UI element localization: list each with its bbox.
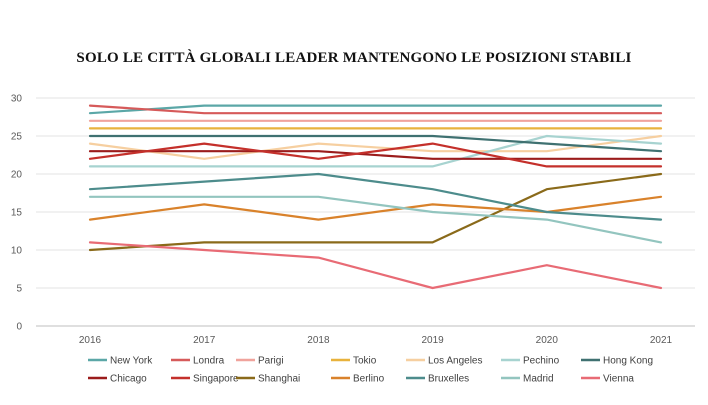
y-tick-label: 0	[16, 322, 22, 333]
x-tick-label: 2017	[193, 335, 216, 346]
x-tick-label: 2016	[79, 335, 102, 346]
series-line-chicago	[88, 150, 663, 160]
legend-label-chicago: Chicago	[110, 374, 147, 385]
series-line-los-angeles	[88, 134, 663, 160]
legend-label-pechino: Pechino	[523, 356, 560, 367]
legend-label-hong-kong: Hong Kong	[603, 356, 653, 367]
legend-label-vienna: Vienna	[603, 374, 634, 385]
series-line-shanghai	[88, 172, 663, 252]
series-line-vienna	[88, 241, 663, 290]
legend-label-singapore: Singapore	[193, 374, 239, 385]
y-tick-label: 30	[11, 94, 23, 105]
series-line-londra	[88, 104, 663, 115]
legend-label-shanghai: Shanghai	[258, 374, 300, 385]
x-tick-label: 2018	[307, 335, 330, 346]
legend-label-bruxelles: Bruxelles	[428, 374, 469, 385]
legend-label-madrid: Madrid	[523, 374, 554, 385]
series-line-madrid	[88, 195, 663, 244]
x-tick-label: 2019	[421, 335, 444, 346]
series-line-bruxelles	[88, 172, 663, 221]
series-line-hong-kong	[88, 134, 663, 153]
chart-title: SOLO LE CITTÀ GLOBALI LEADER MANTENGONO …	[76, 50, 632, 66]
y-tick-label: 5	[16, 284, 22, 295]
legend-label-londra: Londra	[193, 356, 225, 367]
legend-label-tokio: Tokio	[353, 356, 377, 367]
legend-label-parigi: Parigi	[258, 356, 284, 367]
x-tick-label: 2021	[650, 335, 673, 346]
y-tick-label: 20	[11, 170, 23, 181]
y-tick-label: 10	[11, 246, 23, 257]
y-tick-label: 15	[11, 208, 23, 219]
legend-label-new-york: New York	[110, 356, 153, 367]
y-tick-label: 25	[11, 132, 23, 143]
series-line-berlino	[88, 195, 663, 221]
x-tick-label: 2020	[536, 335, 559, 346]
series-line-new-york	[88, 104, 663, 115]
legend-label-los-angeles: Los Angeles	[428, 356, 483, 367]
series-line-singapore	[88, 142, 663, 168]
legend-label-berlino: Berlino	[353, 374, 385, 385]
series-line-pechino	[88, 134, 663, 168]
